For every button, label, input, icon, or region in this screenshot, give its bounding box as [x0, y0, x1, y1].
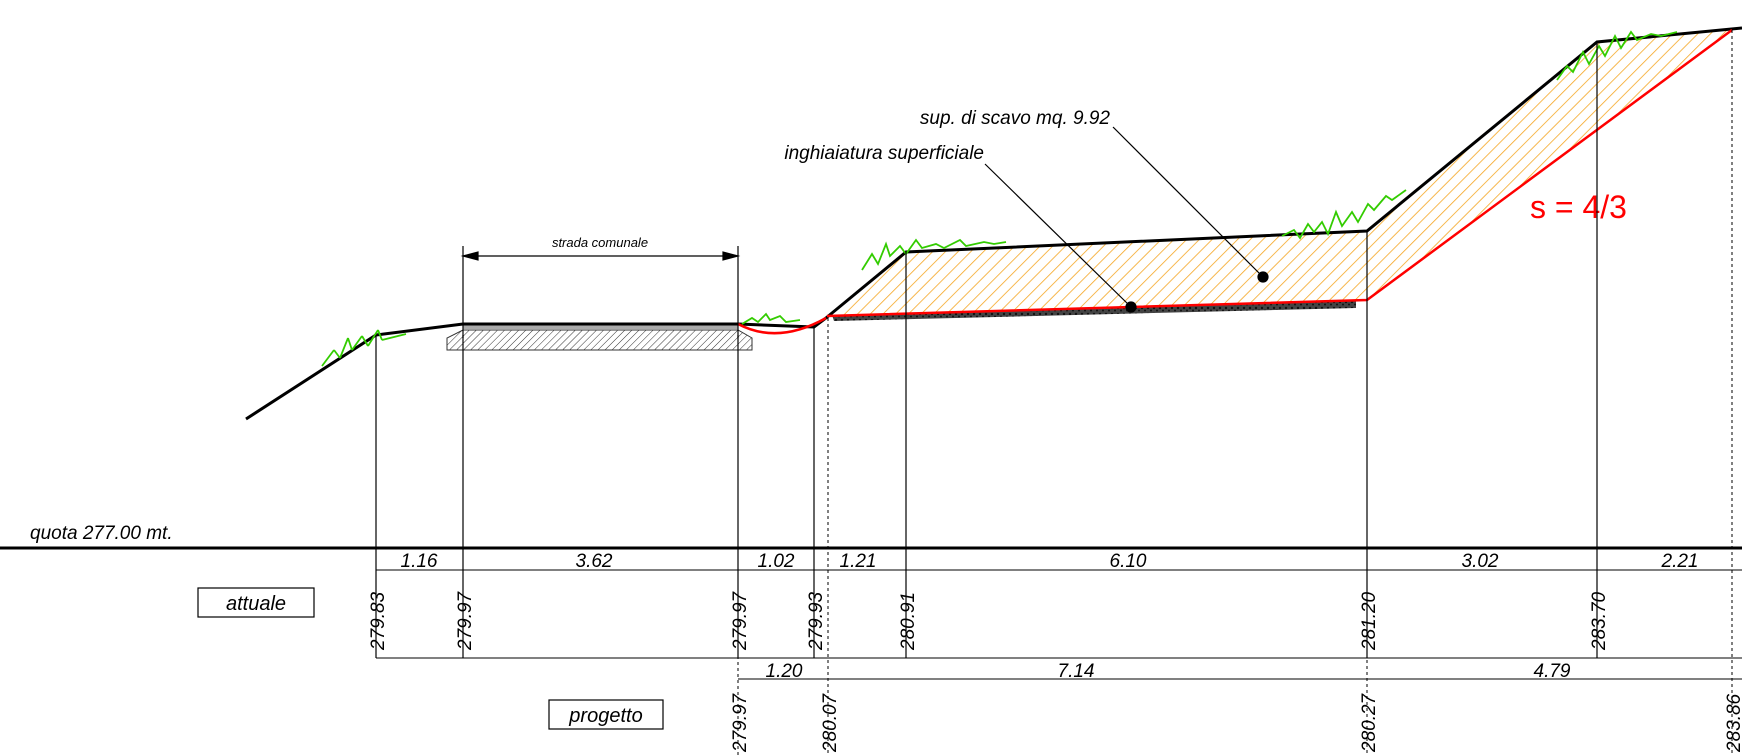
- quota-label: quota 277.00 mt.: [30, 523, 173, 544]
- attuale-distance-3: 1.02: [758, 551, 795, 572]
- scavo-label: sup. di scavo mq. 9.92: [920, 108, 1111, 129]
- road-surface: [463, 324, 738, 329]
- guitar-lines: [0, 546, 1742, 680]
- progetto-elevation-1: 279.97: [730, 692, 751, 753]
- attuale-distance-7: 2.21: [1661, 551, 1699, 572]
- attuale-distance-4: 1.21: [840, 551, 877, 572]
- attuale-elevation-4: 279.93: [806, 591, 827, 651]
- attuale-distance-6: 3.02: [1462, 551, 1499, 572]
- ditch-line: [737, 316, 827, 335]
- attuale-legend-label: attuale: [226, 593, 286, 615]
- attuale-distances: 1.16 3.62 1.02 1.21 6.10 3.02 2.21: [401, 551, 1699, 572]
- progetto-distances: 1.20 7.14 4.79: [766, 661, 1571, 682]
- strada-dimension: [460, 246, 741, 338]
- excavation-area: [830, 30, 1732, 315]
- progetto-elevation-3: 280.27: [1359, 692, 1380, 753]
- attuale-elevation-5: 280.91: [898, 592, 919, 651]
- attuale-elevation-7: 283.70: [1589, 591, 1610, 651]
- progetto-elevation-4: 283.86: [1724, 693, 1742, 753]
- attuale-elevation-3: 279.97: [730, 590, 751, 651]
- attuale-legend-box: attuale: [197, 587, 315, 618]
- progetto-elevations: 279.97 280.07 280.27 283.86: [730, 692, 1742, 753]
- grass-tufts: [321, 30, 1678, 367]
- attuale-distance-5: 6.10: [1110, 551, 1147, 572]
- attuale-distance-2: 3.62: [576, 551, 613, 572]
- progetto-legend-box: progetto: [548, 699, 664, 730]
- road-base: [446, 329, 753, 351]
- slope-label: s = 4/3: [1530, 189, 1627, 225]
- attuale-elevation-1: 279.83: [368, 591, 389, 651]
- inghiaiatura-label: inghiaiatura superficiale: [784, 143, 984, 164]
- existing-terrain-line: [245, 26, 1742, 421]
- attuale-distance-1: 1.16: [401, 551, 438, 572]
- leader-lines: [984, 126, 1269, 313]
- attuale-elevation-2: 279.97: [455, 590, 476, 651]
- progetto-distance-2: 7.14: [1058, 661, 1095, 682]
- progetto-distance-1: 1.20: [766, 661, 803, 682]
- progetto-distance-3: 4.79: [1534, 661, 1571, 682]
- progetto-elevation-2: 280.07: [820, 692, 841, 753]
- attuale-elevation-6: 281.20: [1359, 591, 1380, 651]
- project-station-lines: [737, 30, 1733, 756]
- attuale-elevations: 279.83 279.97 279.97 279.93 280.91 281.2…: [368, 590, 1610, 651]
- strada-label: strada comunale: [552, 235, 648, 250]
- progetto-legend-label: progetto: [568, 705, 642, 727]
